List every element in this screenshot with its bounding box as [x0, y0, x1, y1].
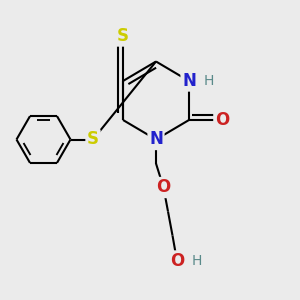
Text: S: S	[87, 130, 99, 148]
Text: H: H	[203, 74, 214, 88]
Text: S: S	[117, 27, 129, 45]
Text: O: O	[170, 252, 184, 270]
Text: N: N	[149, 130, 163, 148]
Text: H: H	[191, 254, 202, 268]
Text: O: O	[215, 111, 229, 129]
Text: O: O	[156, 178, 171, 196]
Text: N: N	[182, 72, 196, 90]
